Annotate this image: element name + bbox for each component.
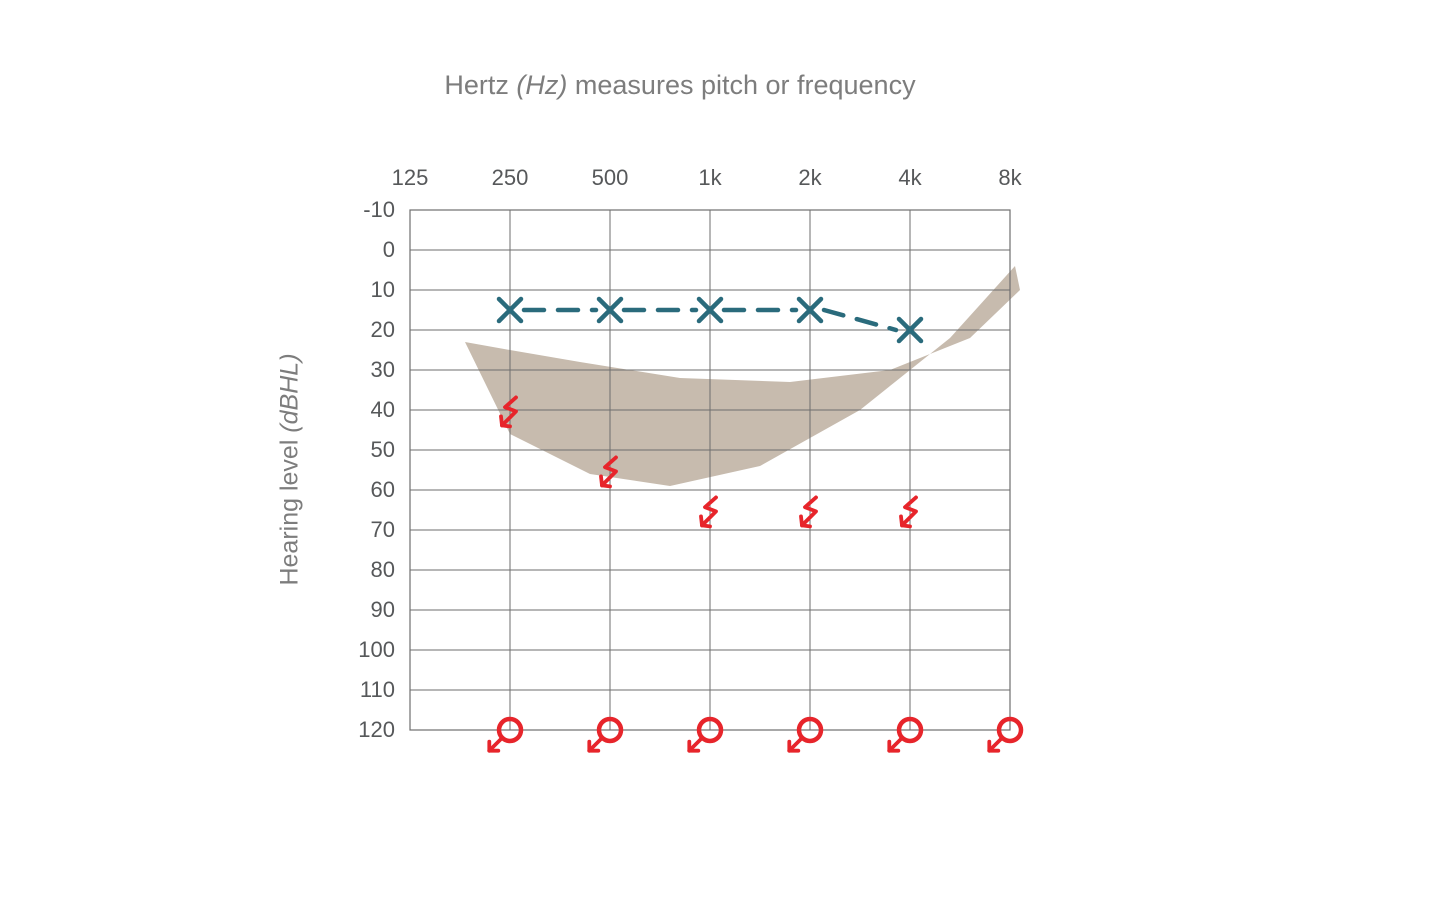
x-tick-label: 8k [998, 165, 1022, 190]
y-tick-label: 30 [371, 357, 395, 382]
no-response-arrow-icon [789, 738, 802, 751]
no-response-arrow-icon [589, 738, 602, 751]
y-tick-label: 0 [383, 237, 395, 262]
x-tick-label: 4k [898, 165, 922, 190]
y-tick-label: 50 [371, 437, 395, 462]
y-tick-label: -10 [363, 197, 395, 222]
speech-banana-region [465, 266, 1020, 486]
y-tick-label: 100 [358, 637, 395, 662]
y-tick-label: 20 [371, 317, 395, 342]
zig-arrow-icon [902, 497, 916, 525]
y-tick-label: 70 [371, 517, 395, 542]
audiogram-chart: 125 250 500 1k 2k 4k 8k -10 0 10 20 30 40 50 60 70 80 90 1… [0, 0, 1440, 900]
y-tick-label: 90 [371, 597, 395, 622]
x-tick-label: 250 [492, 165, 529, 190]
zig-arrow-icon [802, 497, 816, 525]
no-response-arrow-icon [489, 738, 502, 751]
x-tick-label: 125 [392, 165, 429, 190]
no-response-arrow-icon [989, 738, 1002, 751]
series-line [824, 310, 896, 330]
y-tick-label: 80 [371, 557, 395, 582]
no-response-arrow-icon [689, 738, 702, 751]
no-response-arrow-icon [889, 738, 902, 751]
y-tick-label: 110 [360, 677, 395, 702]
zig-arrow-icon [702, 497, 716, 525]
x-tick-label: 500 [592, 165, 629, 190]
x-tick-label: 2k [798, 165, 822, 190]
y-tick-label: 40 [371, 397, 395, 422]
y-tick-label: 10 [371, 277, 395, 302]
y-tick-label: 120 [358, 717, 395, 742]
x-tick-label: 1k [698, 165, 722, 190]
y-tick-label: 60 [371, 477, 395, 502]
